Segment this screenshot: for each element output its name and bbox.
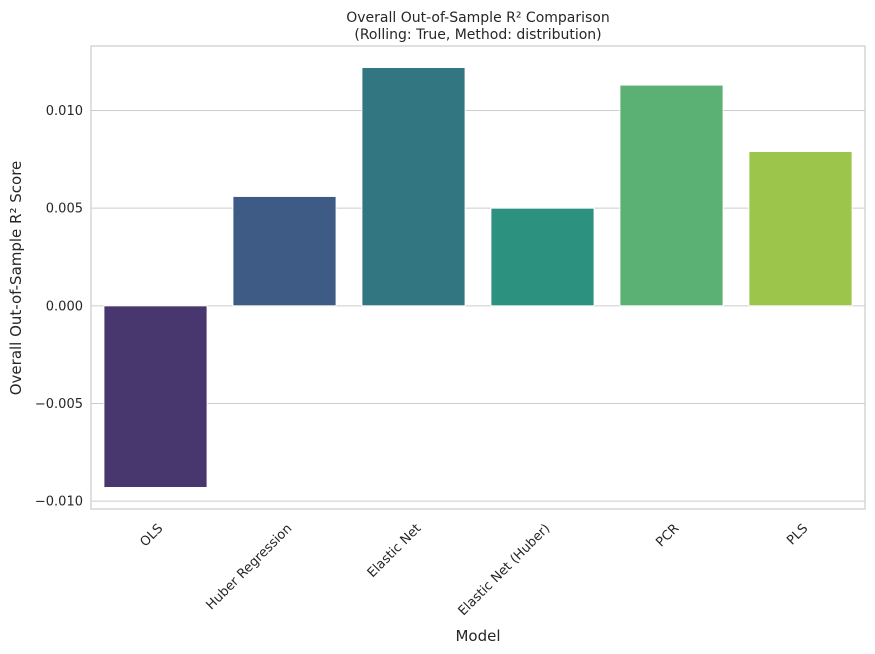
y-tick-label: 0.010 — [46, 104, 83, 119]
y-tick-label: −0.010 — [35, 495, 83, 510]
chart-title: Overall Out-of-Sample R² Comparison — [346, 10, 610, 26]
x-tick-label: PLS — [784, 521, 811, 548]
y-tick-label: 0.000 — [46, 299, 83, 314]
x-tick-label: Elastic Net — [365, 521, 425, 581]
y-tick-label: −0.005 — [35, 397, 83, 412]
bars — [103, 66, 853, 489]
bar — [232, 195, 337, 307]
grid-lines — [91, 109, 865, 502]
bar — [748, 150, 853, 307]
x-axis-label: Model — [455, 627, 500, 645]
y-tick-label: 0.005 — [46, 202, 83, 217]
x-tick-label: Elastic Net (Huber) — [456, 521, 554, 619]
x-tick-label: Huber Regression — [204, 521, 296, 613]
bar — [619, 84, 724, 307]
y-axis-label: Overall Out-of-Sample R² Score — [7, 161, 25, 396]
x-tick-label: PCR — [653, 521, 682, 550]
y-tick-labels: −0.010 −0.005 0.000 0.005 0.010 — [35, 104, 83, 510]
x-tick-label: OLS — [138, 521, 167, 550]
plot-frame — [90, 45, 866, 510]
bar — [361, 66, 466, 307]
chart-subtitle: (Rolling: True, Method: distribution) — [354, 27, 601, 43]
x-tick-labels: OLS Huber Regression Elastic Net Elastic Ne… — [138, 521, 812, 619]
bar — [103, 305, 208, 489]
bar — [490, 207, 595, 307]
